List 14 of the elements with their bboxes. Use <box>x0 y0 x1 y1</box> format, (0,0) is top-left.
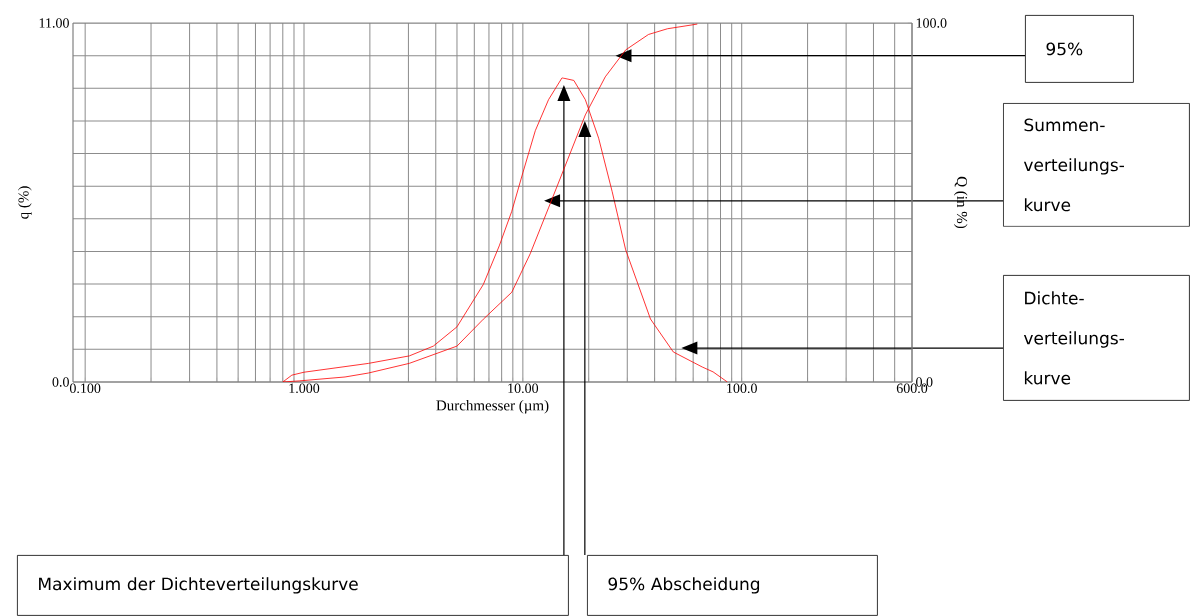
x-tick-label: 0.100 <box>69 383 101 394</box>
x-tick-label: 100.0 <box>727 383 757 394</box>
text: 95% Abscheidung <box>608 577 760 594</box>
y-axis-title: q (%) <box>18 186 32 219</box>
y-tick-label: 11.00 <box>39 18 69 28</box>
y2-axis-title: Q (in %) <box>953 176 968 229</box>
x-tick-label: 10.00 <box>508 383 539 394</box>
text: Summen-verteilungs-kurve <box>1023 118 1124 212</box>
x-axis-title: Durchmesser (µm) <box>436 399 549 414</box>
text: Dichte-verteilungs-kurve <box>1023 291 1124 385</box>
y2-tick-label: 100.0 <box>916 18 947 28</box>
text: Maximum der Dichteverteilungskurve <box>39 577 358 594</box>
x-tick-label: 1.000 <box>289 383 320 394</box>
text: 95% <box>1046 42 1083 56</box>
